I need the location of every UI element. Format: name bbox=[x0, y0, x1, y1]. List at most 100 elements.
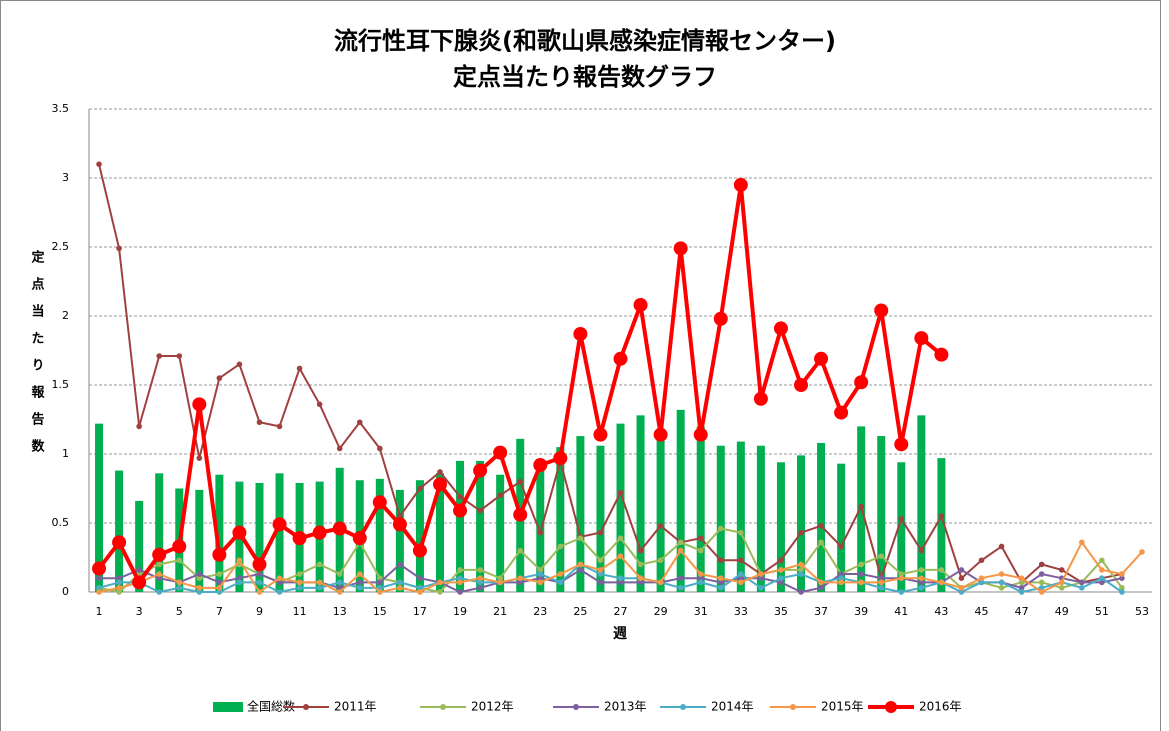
marker bbox=[958, 589, 965, 595]
x-tick-label: 15 bbox=[373, 605, 387, 618]
marker bbox=[998, 579, 1005, 586]
marker bbox=[96, 161, 102, 167]
marker bbox=[497, 575, 503, 581]
marker bbox=[1018, 575, 1025, 581]
bar bbox=[435, 473, 444, 592]
marker bbox=[697, 535, 704, 541]
x-tick-label: 17 bbox=[413, 605, 427, 618]
marker bbox=[356, 585, 363, 591]
x-tick-label: 21 bbox=[493, 605, 507, 618]
legend-marker bbox=[440, 704, 446, 710]
marker bbox=[978, 557, 985, 564]
marker bbox=[276, 589, 283, 595]
marker bbox=[778, 575, 784, 581]
marker bbox=[1099, 579, 1105, 586]
marker bbox=[717, 525, 724, 532]
marker bbox=[417, 589, 423, 595]
x-tick-label: 5 bbox=[176, 605, 183, 618]
marker bbox=[196, 571, 203, 577]
marker bbox=[818, 522, 824, 529]
marker bbox=[1058, 585, 1065, 591]
marker bbox=[377, 579, 383, 586]
x-tick-label: 53 bbox=[1135, 605, 1149, 618]
bar bbox=[937, 458, 946, 592]
marker bbox=[657, 579, 664, 586]
legend-label: 全国総数 bbox=[247, 699, 295, 714]
marker bbox=[116, 585, 122, 591]
x-tick-label: 37 bbox=[814, 605, 828, 618]
legend-marker bbox=[303, 704, 309, 710]
marker bbox=[96, 575, 102, 581]
marker bbox=[132, 575, 147, 590]
marker bbox=[176, 557, 183, 564]
marker bbox=[918, 547, 925, 554]
marker bbox=[738, 557, 744, 564]
x-tick-label: 25 bbox=[573, 605, 587, 618]
marker bbox=[272, 517, 287, 532]
marker bbox=[1119, 571, 1125, 577]
marker bbox=[477, 567, 483, 573]
marker bbox=[697, 575, 704, 581]
marker bbox=[838, 571, 844, 577]
x-tick-label: 19 bbox=[453, 605, 467, 618]
marker bbox=[557, 543, 564, 550]
marker bbox=[196, 455, 203, 461]
marker bbox=[116, 575, 122, 581]
marker bbox=[557, 571, 564, 577]
bar bbox=[536, 460, 545, 592]
x-tick-label: 51 bbox=[1095, 605, 1109, 618]
marker bbox=[156, 571, 162, 577]
marker bbox=[738, 529, 744, 536]
bar bbox=[837, 463, 846, 592]
x-axis-label: 週 bbox=[613, 626, 627, 642]
marker bbox=[637, 547, 644, 554]
bar bbox=[897, 462, 906, 592]
marker bbox=[252, 557, 267, 572]
marker bbox=[697, 547, 704, 554]
marker bbox=[397, 579, 403, 586]
x-tick-label: 11 bbox=[293, 605, 307, 618]
marker bbox=[216, 571, 223, 577]
marker bbox=[377, 585, 383, 591]
marker bbox=[453, 503, 468, 518]
bar bbox=[95, 423, 104, 592]
marker bbox=[914, 331, 929, 346]
bar bbox=[917, 415, 926, 592]
marker bbox=[758, 571, 764, 577]
x-tick-label: 1 bbox=[96, 605, 103, 618]
marker bbox=[437, 579, 443, 586]
legend-label: 2016年 bbox=[919, 700, 962, 714]
marker bbox=[437, 589, 443, 595]
marker bbox=[336, 589, 343, 595]
marker bbox=[537, 571, 544, 577]
marker bbox=[1119, 585, 1125, 591]
line bbox=[98, 563, 1123, 594]
marker bbox=[136, 567, 142, 573]
marker bbox=[216, 579, 223, 586]
marker bbox=[794, 378, 809, 392]
marker bbox=[196, 585, 203, 591]
marker bbox=[172, 539, 187, 554]
bar bbox=[135, 500, 144, 592]
bar bbox=[716, 445, 725, 592]
marker bbox=[96, 589, 102, 595]
marker bbox=[878, 579, 885, 586]
marker bbox=[417, 585, 423, 591]
marker bbox=[1099, 567, 1105, 573]
marker bbox=[818, 579, 824, 586]
marker bbox=[577, 535, 584, 541]
marker bbox=[216, 585, 223, 591]
marker bbox=[597, 557, 604, 564]
marker bbox=[838, 579, 844, 586]
marker bbox=[858, 571, 864, 577]
marker bbox=[1058, 567, 1065, 573]
marker bbox=[457, 575, 463, 581]
marker bbox=[858, 503, 864, 510]
marker bbox=[493, 445, 508, 460]
marker bbox=[657, 557, 664, 564]
marker bbox=[918, 575, 925, 581]
bar bbox=[736, 441, 745, 592]
marker bbox=[176, 579, 183, 586]
